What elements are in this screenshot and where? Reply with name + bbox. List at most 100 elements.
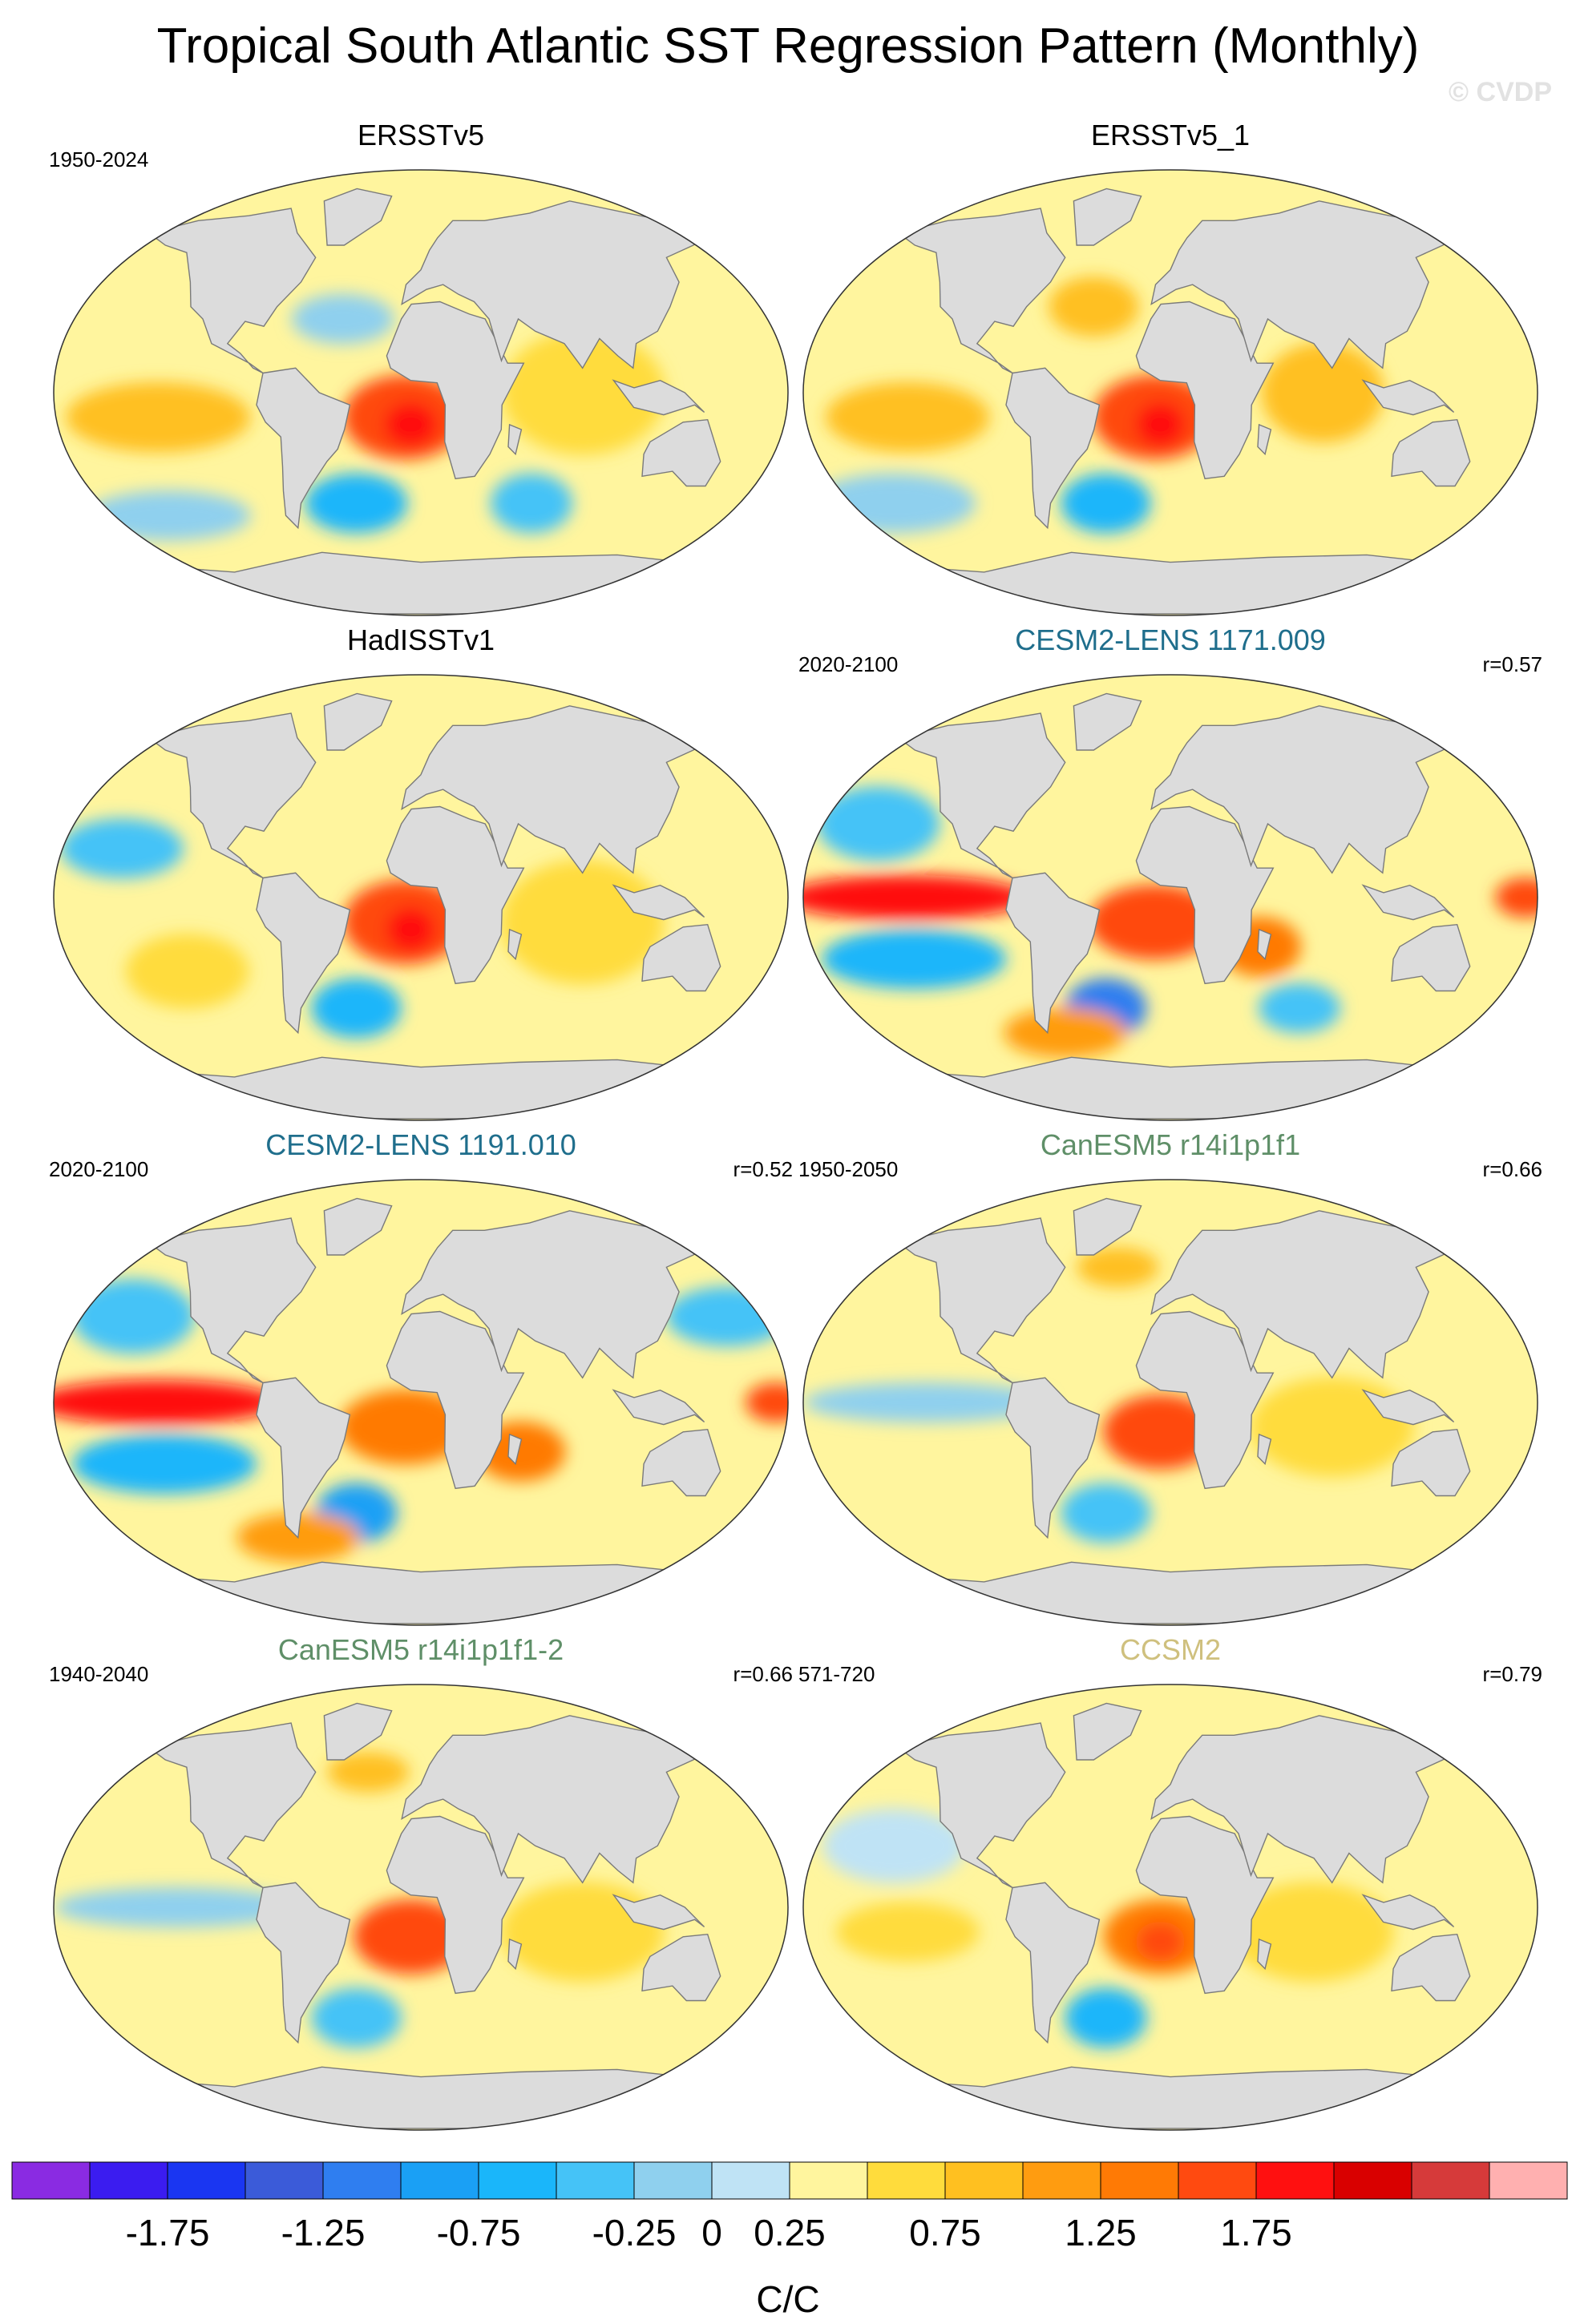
anomaly-region bbox=[1049, 276, 1139, 337]
colorbar-unit-label: C/C bbox=[756, 2278, 820, 2320]
colorbar-box bbox=[1411, 2161, 1490, 2200]
anomaly-region bbox=[1102, 1394, 1218, 1470]
land-south-america bbox=[1005, 367, 1101, 530]
anomaly-region bbox=[500, 1882, 665, 1982]
anomaly-region bbox=[835, 1902, 980, 1962]
anomaly-region bbox=[66, 382, 251, 453]
anomaly-region bbox=[339, 1390, 471, 1465]
sst-map bbox=[802, 674, 1538, 1121]
panel-years: 2020-2100 bbox=[798, 652, 899, 676]
colorbar-tick-label: -0.25 bbox=[592, 2212, 677, 2253]
land-eurasia bbox=[401, 705, 717, 874]
land-greenland bbox=[1073, 1702, 1142, 1761]
anomaly-region bbox=[291, 293, 394, 345]
globe-outline bbox=[802, 1179, 1538, 1626]
panel-correlation: r=0.52 bbox=[733, 1157, 793, 1181]
anomaly-region bbox=[1250, 1377, 1414, 1477]
colorbar-tick-label: 1.75 bbox=[1220, 2212, 1292, 2253]
land-indonesia bbox=[1361, 379, 1455, 416]
colorbar-tick-label: -0.75 bbox=[437, 2212, 521, 2253]
sst-map bbox=[802, 169, 1538, 616]
panel-correlation: r=0.66 bbox=[1482, 1157, 1542, 1181]
map-panel: CanESM5 r14i1p1f1 1950-2050 r=0.66 bbox=[794, 1122, 1547, 1627]
sst-map bbox=[802, 1684, 1538, 2131]
colorbar-box bbox=[478, 2161, 557, 2200]
anomaly-region bbox=[386, 906, 436, 952]
land-eurasia bbox=[1150, 1210, 1467, 1379]
anomaly-region bbox=[1065, 1987, 1147, 2048]
colorbar-box bbox=[789, 2161, 868, 2200]
land-africa bbox=[386, 1815, 525, 1995]
anomaly-region bbox=[1258, 982, 1341, 1034]
land-madagascar bbox=[1257, 423, 1272, 456]
land-north-america bbox=[897, 712, 1066, 879]
land-north-america bbox=[897, 1722, 1066, 1889]
anomaly-region bbox=[311, 978, 402, 1039]
anomaly-region bbox=[1135, 1922, 1186, 1962]
land-south-america bbox=[1005, 1377, 1101, 1539]
colorbar-tick-label: 1.25 bbox=[1065, 2212, 1137, 2253]
anomaly-region bbox=[1004, 1007, 1127, 1058]
land-indonesia bbox=[612, 1389, 705, 1426]
panel-correlation: r=0.57 bbox=[1482, 652, 1542, 676]
land-south-america bbox=[1005, 1882, 1101, 2044]
panel-correlation: r=0.66 bbox=[733, 1662, 793, 1686]
anomaly-region bbox=[500, 859, 665, 985]
land-north-america bbox=[897, 208, 1066, 374]
land-madagascar bbox=[507, 928, 523, 961]
anomaly-region bbox=[746, 1382, 788, 1422]
land-south-america bbox=[256, 1882, 351, 2044]
anomaly-region bbox=[1230, 1882, 1394, 1982]
land-greenland bbox=[323, 188, 393, 246]
colorbar-box bbox=[244, 2161, 324, 2200]
land-madagascar bbox=[507, 423, 523, 456]
land-eurasia bbox=[1150, 200, 1467, 369]
map-panel: HadISSTv1 bbox=[44, 617, 798, 1122]
land-greenland bbox=[323, 1702, 393, 1761]
land-greenland bbox=[1073, 692, 1142, 751]
colorbar-tick-label: 0.75 bbox=[909, 2212, 981, 2253]
colorbar-box bbox=[1333, 2161, 1412, 2200]
panel-title: CCSM2 bbox=[1119, 1633, 1222, 1666]
colorbar-box bbox=[11, 2161, 91, 2200]
land-greenland bbox=[1073, 188, 1142, 246]
land-eurasia bbox=[401, 1210, 717, 1379]
anomaly-region bbox=[1261, 342, 1384, 443]
land-africa bbox=[1135, 805, 1275, 985]
anomaly-region bbox=[816, 786, 940, 861]
anomaly-region bbox=[1495, 878, 1538, 918]
anomaly-region bbox=[60, 818, 184, 878]
sst-map bbox=[53, 169, 789, 616]
colorbar-box bbox=[89, 2161, 168, 2200]
land-north-america bbox=[147, 208, 317, 374]
anomaly-region bbox=[811, 473, 976, 534]
anomaly-region bbox=[826, 382, 990, 453]
land-madagascar bbox=[1257, 1433, 1272, 1466]
globe-outline bbox=[802, 169, 1538, 616]
anomaly-region bbox=[1061, 1483, 1151, 1543]
land-australia bbox=[1391, 1428, 1471, 1497]
colorbar-box bbox=[400, 2161, 479, 2200]
panel-title: CanESM5 r14i1p1f1-2 bbox=[277, 1633, 564, 1666]
anomaly-region bbox=[384, 401, 438, 447]
watermark: © CVDP bbox=[1449, 77, 1552, 107]
land-greenland bbox=[323, 1197, 393, 1256]
land-eurasia bbox=[401, 1715, 717, 1884]
anomaly-region bbox=[54, 1887, 301, 1927]
panel-correlation: r=0.79 bbox=[1482, 1662, 1542, 1686]
land-south-america bbox=[1005, 872, 1101, 1035]
colorbar-box bbox=[633, 2161, 713, 2200]
panel-title: ERSSTv5_1 bbox=[1090, 119, 1251, 151]
globe-outline bbox=[802, 674, 1538, 1121]
anomaly-region bbox=[54, 1380, 280, 1425]
anomaly-region bbox=[490, 473, 573, 534]
anomaly-region bbox=[125, 934, 249, 1009]
land-north-america bbox=[147, 1722, 317, 1889]
land-greenland bbox=[323, 692, 393, 751]
land-indonesia bbox=[1361, 1389, 1455, 1426]
land-eurasia bbox=[1150, 705, 1467, 874]
land-madagascar bbox=[507, 1938, 523, 1971]
land-south-america bbox=[256, 367, 351, 530]
land-australia bbox=[641, 1933, 721, 2002]
colorbar-tick-label: -1.75 bbox=[126, 2212, 210, 2253]
